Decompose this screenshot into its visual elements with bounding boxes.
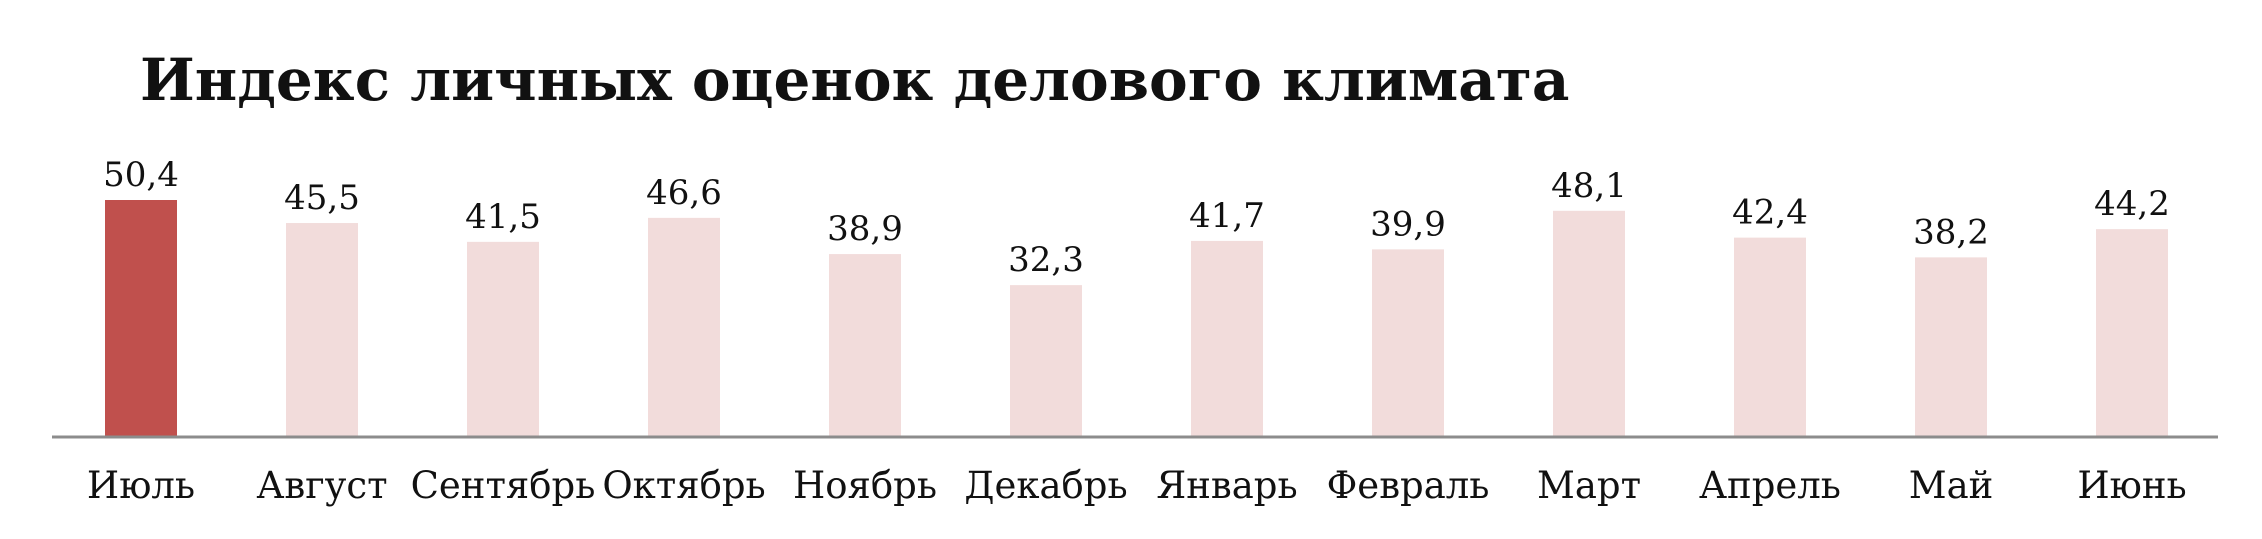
- bar-12: [2096, 229, 2168, 437]
- value-label-3: 41,5: [465, 197, 541, 237]
- value-label-4: 46,6: [646, 173, 722, 213]
- category-label-8: Февраль: [1327, 464, 1490, 507]
- category-label-2: Август: [256, 464, 387, 507]
- chart-title: Индекс личных оценок делового климата: [140, 46, 1569, 114]
- value-label-12: 44,2: [2094, 184, 2170, 224]
- value-label-6: 32,3: [1008, 240, 1084, 280]
- bar-3: [467, 241, 539, 437]
- bar-7: [1191, 240, 1263, 437]
- value-label-9: 48,1: [1551, 166, 1627, 206]
- value-label-7: 41,7: [1189, 196, 1265, 236]
- category-label-6: Декабрь: [964, 464, 1127, 507]
- bar-6: [1010, 285, 1082, 437]
- bar-8: [1372, 249, 1444, 437]
- bar-5: [829, 254, 901, 437]
- value-label-8: 39,9: [1370, 204, 1446, 244]
- category-label-3: Сентябрь: [411, 464, 596, 507]
- category-label-5: Ноябрь: [793, 464, 937, 507]
- category-label-12: Июнь: [2077, 464, 2186, 507]
- category-label-11: Май: [1909, 464, 1994, 507]
- bar-2: [286, 223, 358, 437]
- category-label-10: Апрель: [1699, 464, 1841, 507]
- category-labels-group: Июль Август Сентябрь Октябрь Ноябрь Декабрь Ян…: [87, 464, 2187, 507]
- value-label-5: 38,9: [827, 209, 903, 249]
- value-labels-group: 50,4 45,5 41,5 46,6 38,9 32,3 41,7 39,9 48,1 42,4…: [103, 155, 2170, 280]
- bar-11: [1915, 257, 1987, 437]
- bar-1: [105, 200, 177, 437]
- bar-9: [1553, 210, 1625, 437]
- category-label-4: Октябрь: [602, 464, 765, 507]
- value-label-2: 45,5: [284, 178, 360, 218]
- category-label-1: Июль: [87, 464, 195, 507]
- value-label-10: 42,4: [1732, 193, 1808, 233]
- value-label-11: 38,2: [1913, 212, 1989, 252]
- bars-group: [105, 200, 2168, 437]
- bar-10: [1734, 237, 1806, 437]
- category-label-9: Март: [1537, 464, 1641, 507]
- value-label-1: 50,4: [103, 155, 179, 195]
- category-label-7: Январь: [1156, 464, 1297, 507]
- bar-4: [648, 217, 720, 437]
